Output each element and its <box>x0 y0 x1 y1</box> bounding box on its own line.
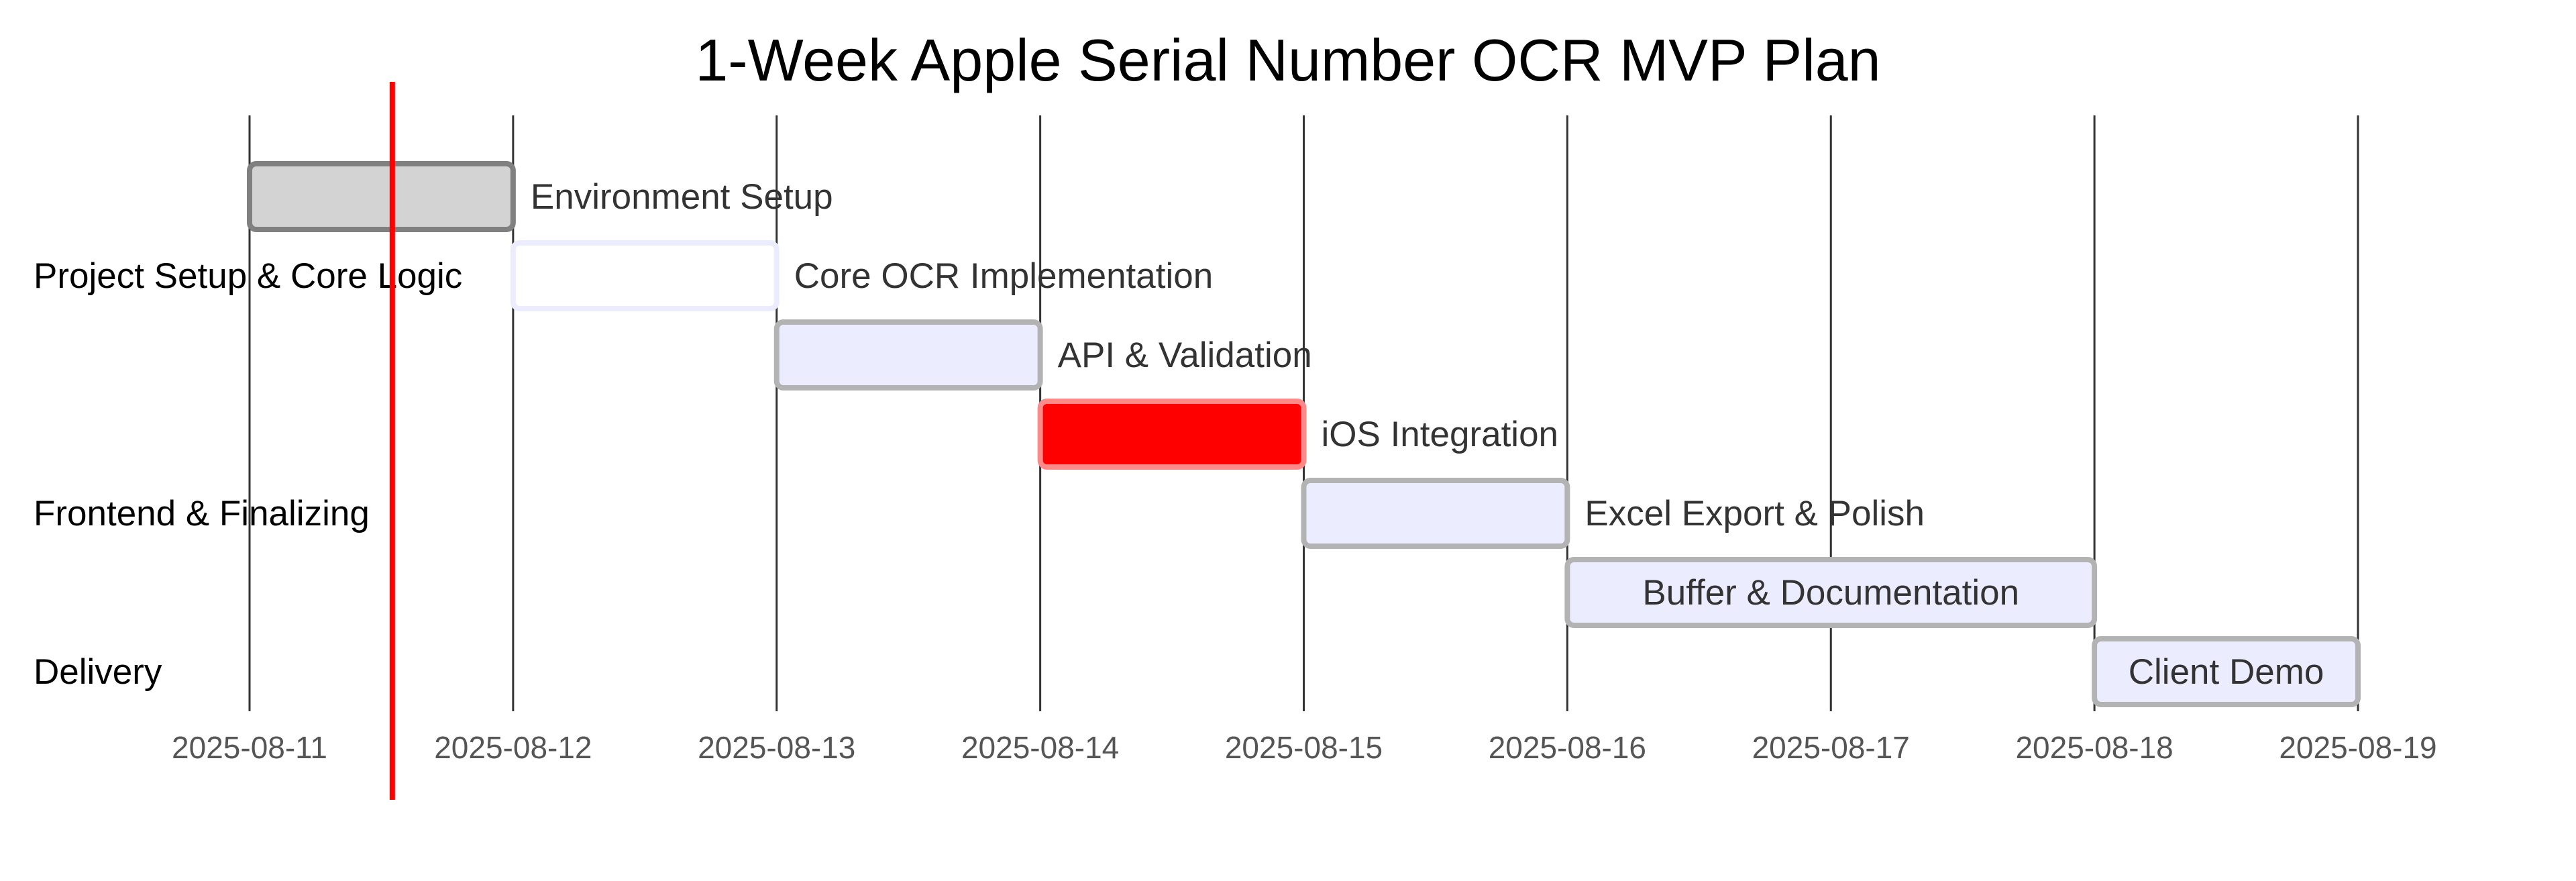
date-tick-labels: 2025-08-11 2025-08-12 2025-08-13 2025-08-14… <box>172 730 2437 765</box>
task-bar-6 <box>2092 636 2361 707</box>
tick-label-1: 2025-08-12 <box>434 730 592 765</box>
section-label-0: Project Setup & Core Logic <box>34 256 462 296</box>
chart-title: 1-Week Apple Serial Number OCR MVP Plan <box>695 27 1880 93</box>
section-label-1: Frontend & Finalizing <box>34 494 370 533</box>
tick-label-2: 2025-08-13 <box>698 730 855 765</box>
tick-label-7: 2025-08-18 <box>2015 730 2173 765</box>
section-label-2: Delivery <box>34 652 162 692</box>
task-bar-4 <box>1301 478 1570 549</box>
task-label-5: Buffer & Documentation <box>1642 573 2019 613</box>
task-bar-2 <box>773 319 1043 391</box>
task-label-2: API & Validation <box>1058 335 1312 375</box>
task-labels: Environment Setup Core OCR Implementation… <box>531 177 2324 692</box>
tick-label-6: 2025-08-17 <box>1752 730 1910 765</box>
task-bar-1 <box>510 240 780 311</box>
task-label-1: Core OCR Implementation <box>794 256 1213 296</box>
task-label-6: Client Demo <box>2129 652 2324 692</box>
task-label-3: iOS Integration <box>1322 415 1559 454</box>
task-bars <box>247 161 2361 707</box>
task-bar-3 <box>1037 399 1307 470</box>
tick-label-3: 2025-08-14 <box>961 730 1119 765</box>
tick-label-4: 2025-08-15 <box>1225 730 1383 765</box>
task-bar-5 <box>1564 557 2098 628</box>
section-labels: Project Setup & Core Logic Frontend & Fin… <box>34 256 462 692</box>
task-label-4: Excel Export & Polish <box>1585 494 1925 533</box>
task-label-0: Environment Setup <box>531 177 833 217</box>
task-bar-0 <box>247 161 516 232</box>
tick-label-5: 2025-08-16 <box>1489 730 1646 765</box>
tick-label-8: 2025-08-19 <box>2279 730 2436 765</box>
tick-label-0: 2025-08-11 <box>172 730 327 765</box>
